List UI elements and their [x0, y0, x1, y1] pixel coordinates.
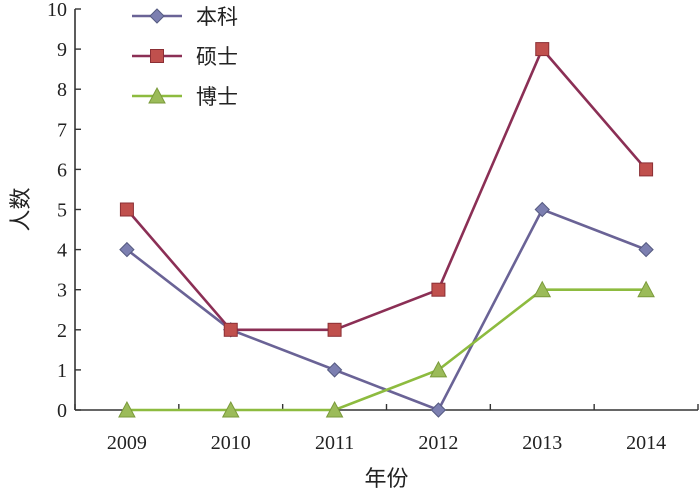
data-point: [431, 282, 446, 297]
y-tick-label: 8: [57, 79, 67, 101]
series-2: [119, 42, 654, 337]
data-point: [327, 322, 342, 337]
legend-item: 本科: [132, 5, 238, 29]
data-point: [221, 400, 240, 418]
x-tick-label: 2013: [522, 432, 562, 454]
y-axis-title: 人数: [9, 187, 34, 231]
y-tick-label: 5: [57, 200, 67, 222]
x-tick-label: 2009: [107, 432, 147, 454]
y-tick-label: 9: [57, 39, 67, 61]
data-point: [119, 202, 134, 217]
x-tick-label: 2014: [626, 432, 666, 454]
data-point: [326, 362, 343, 378]
series-line: [126, 288, 647, 412]
data-point: [430, 402, 447, 418]
axes: 0 1 2 3 4 5 6 7 8 9 10 2009 2010 2011 2012 2013 2014: [47, 0, 699, 454]
data-point: [223, 322, 238, 337]
y-tick-label: 4: [57, 240, 67, 262]
y-tick-label: 6: [57, 159, 67, 181]
y-tick-label: 7: [57, 119, 67, 141]
legend-item: 硕士: [132, 45, 238, 69]
data-point: [429, 360, 448, 378]
x-axis-title: 年份: [364, 467, 408, 492]
y-tick-label: 10: [47, 0, 67, 21]
x-tick-label: 2012: [418, 432, 458, 454]
data-point: [638, 241, 654, 258]
legend-marker: [149, 8, 165, 24]
series-layer: [118, 42, 655, 418]
y-tick-label: 1: [57, 360, 67, 382]
legend-marker: [150, 49, 164, 63]
legend-label: 博士: [196, 85, 238, 109]
data-point: [535, 42, 550, 57]
legend-marker: [148, 86, 166, 104]
data-point: [325, 400, 344, 418]
data-point: [119, 241, 135, 258]
data-point: [637, 280, 655, 298]
y-tick-label: 0: [57, 400, 67, 422]
data-point: [534, 201, 550, 218]
data-point: [639, 162, 654, 177]
series-3: [118, 280, 655, 418]
x-tick-label: 2010: [211, 432, 251, 454]
y-tick-label: 3: [57, 280, 67, 302]
series-line: [125, 46, 648, 332]
legend-label: 硕士: [196, 45, 238, 69]
data-point: [118, 400, 136, 418]
data-point: [533, 280, 552, 298]
y-tick-label: 2: [57, 320, 67, 342]
legend-item: 博士: [132, 85, 238, 109]
legend-label: 本科: [196, 5, 238, 29]
x-tick-label: 2011: [315, 432, 354, 454]
